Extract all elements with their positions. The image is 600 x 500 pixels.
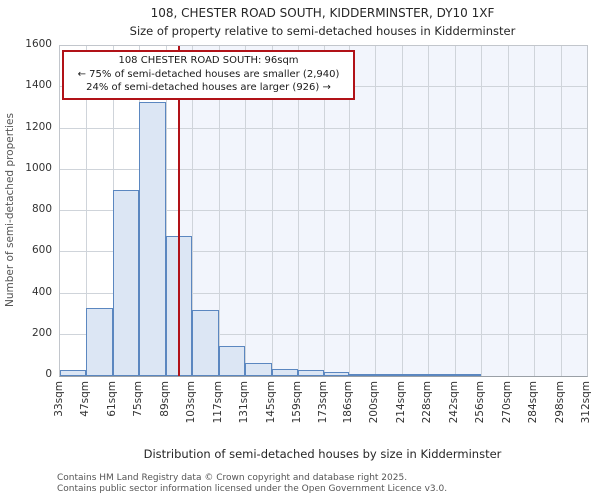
y-tick-label: 200: [31, 326, 52, 339]
y-tick-label: 600: [31, 244, 52, 257]
gridline-vertical: [534, 46, 536, 376]
histogram-bar: [112, 190, 140, 376]
gridline-vertical: [428, 46, 430, 376]
x-tick-label: 173sqm: [317, 381, 330, 424]
x-tick-label: 89sqm: [158, 381, 171, 417]
histogram-bar: [401, 373, 429, 376]
gridline-vertical: [86, 46, 88, 376]
attribution-footer: Contains HM Land Registry data © Crown c…: [57, 473, 447, 495]
attribution-line-2: Contains public sector information licen…: [57, 484, 448, 494]
attribution-line-1: Contains HM Land Registry data © Crown c…: [57, 473, 408, 483]
gridline-vertical: [218, 46, 220, 376]
gridline-vertical: [401, 46, 403, 376]
gridline-vertical: [245, 46, 247, 376]
x-axis-label: Distribution of semi-detached houses by …: [143, 447, 502, 461]
histogram-bar: [86, 307, 113, 376]
annotation-line-3: 24% of semi-detached houses are larger (…: [86, 82, 331, 93]
x-tick-label: 214sqm: [394, 381, 407, 424]
gridline-horizontal: [60, 168, 587, 170]
x-tick-label: 33sqm: [53, 381, 65, 417]
gridline-horizontal: [60, 210, 587, 211]
gridline-vertical: [454, 46, 456, 376]
gridline-horizontal: [60, 333, 587, 335]
x-tick-label: 75sqm: [132, 381, 145, 417]
x-tick-label: 47sqm: [79, 381, 92, 417]
x-tick-label: 200sqm: [368, 381, 381, 424]
gridline-vertical: [192, 46, 194, 376]
y-tick-label: 1000: [25, 161, 52, 174]
histogram-bar: [60, 369, 87, 376]
gridline-horizontal: [60, 127, 587, 129]
chart-subtitle: Size of property relative to semi-detach…: [129, 24, 516, 38]
x-tick-label: 312sqm: [580, 381, 592, 424]
x-tick-label: 298sqm: [553, 381, 566, 424]
gridline-vertical: [165, 46, 167, 376]
histogram-bar: [218, 346, 246, 376]
x-tick-label: 117sqm: [211, 381, 224, 424]
x-tick-label: 284sqm: [527, 381, 540, 424]
y-tick-label: 1400: [25, 79, 52, 92]
x-tick-label: 131sqm: [238, 381, 251, 424]
x-tick-label: 145sqm: [264, 381, 277, 424]
histogram-bar: [454, 374, 482, 376]
y-tick-label: 800: [31, 203, 52, 215]
histogram-bar: [324, 371, 349, 376]
larger-than-property-shade: [179, 46, 587, 376]
histogram-bar: [271, 368, 298, 376]
histogram-bar: [298, 369, 325, 376]
x-tick-label: 103sqm: [185, 381, 198, 424]
y-tick-label: 0: [45, 368, 52, 380]
x-tick-label: 186sqm: [342, 381, 354, 424]
gridline-horizontal: [60, 251, 587, 253]
property-size-marker-line: [178, 46, 180, 376]
gridline-vertical: [298, 46, 299, 376]
gridline-vertical: [324, 46, 326, 376]
y-tick-label: 400: [31, 285, 52, 298]
histogram-bar: [375, 374, 402, 376]
annotation-line-2: ← 75% of semi-detached houses are smalle…: [77, 68, 340, 80]
x-tick-label: 159sqm: [291, 381, 303, 424]
histogram-bar: [428, 374, 455, 376]
histogram-bar: [245, 362, 272, 376]
annotation-line-1: 108 CHESTER ROAD SOUTH: 96sqm: [118, 55, 299, 66]
x-tick-label: 61sqm: [105, 381, 118, 417]
chart-title: 108, CHESTER ROAD SOUTH, KIDDERMINSTER, …: [150, 6, 495, 20]
gridline-horizontal: [60, 292, 587, 294]
histogram-bar: [192, 310, 219, 376]
gridline-vertical: [375, 46, 377, 376]
histogram-bar: [349, 373, 376, 376]
gridline-vertical: [560, 46, 562, 376]
gridline-vertical: [349, 46, 350, 376]
annotation-box: 108 CHESTER ROAD SOUTH: 96sqm ← 75% of s…: [62, 50, 355, 100]
gridline-vertical: [481, 46, 483, 376]
x-tick-label: 270sqm: [500, 381, 513, 424]
y-tick-label: 1200: [25, 120, 52, 133]
x-tick-label: 256sqm: [474, 381, 487, 424]
x-tick-label: 242sqm: [447, 381, 460, 424]
gridline-vertical: [507, 46, 509, 376]
histogram-bar: [139, 101, 166, 376]
x-tick-label: 228sqm: [421, 381, 434, 424]
gridline-vertical: [271, 46, 273, 376]
plot-area: [59, 45, 588, 377]
y-tick-label: 1600: [25, 38, 52, 50]
